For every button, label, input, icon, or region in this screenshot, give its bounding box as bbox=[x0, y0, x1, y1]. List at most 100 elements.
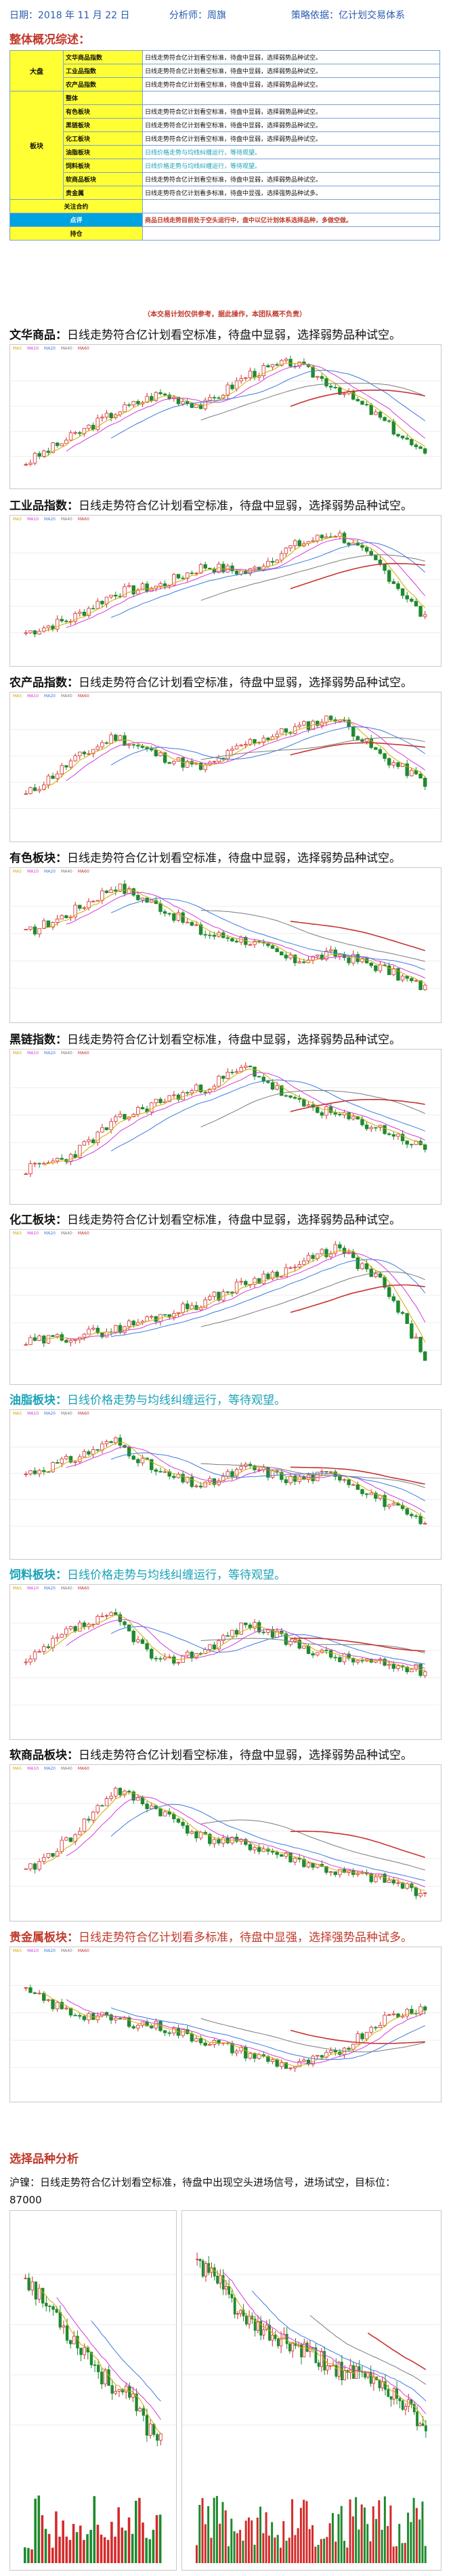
ma60-line bbox=[290, 2029, 425, 2044]
candle-body bbox=[234, 570, 239, 575]
candle-body bbox=[62, 2325, 66, 2328]
candle-body bbox=[42, 785, 46, 790]
candle-body bbox=[360, 1489, 364, 1495]
candle-body bbox=[293, 1266, 297, 1268]
candle-body bbox=[46, 1853, 51, 1858]
candle-body bbox=[37, 631, 41, 635]
candle-body bbox=[33, 1651, 37, 1660]
volume-bar bbox=[335, 2541, 337, 2563]
ma10-line bbox=[66, 1446, 425, 1513]
candle-body bbox=[104, 890, 109, 893]
candle-body bbox=[82, 611, 87, 616]
candle-body bbox=[114, 890, 118, 892]
candle-body bbox=[176, 396, 181, 404]
volume-bar bbox=[75, 2532, 79, 2563]
ma5-line bbox=[39, 2287, 161, 2434]
candle-body bbox=[356, 1257, 360, 1269]
section-title-bold: 贵金属板块： bbox=[9, 1931, 79, 1945]
candle-body bbox=[181, 912, 185, 923]
volume-bar bbox=[207, 2506, 210, 2563]
candle-body bbox=[405, 763, 409, 776]
legend-ma20: MA20 bbox=[44, 1411, 56, 1416]
candle-body bbox=[68, 1154, 73, 1162]
volume-bar bbox=[55, 2511, 58, 2563]
candle-body bbox=[396, 762, 400, 767]
chart-legend: MA5 MA10 MA20 MA40 MA60 bbox=[13, 1051, 95, 1056]
candle-body bbox=[118, 884, 123, 892]
candle-body bbox=[391, 968, 396, 976]
candle-body bbox=[181, 577, 185, 579]
candle-body bbox=[257, 2321, 259, 2331]
section-chart: MA5 MA10 MA20 MA40 MA60 bbox=[9, 1409, 441, 1560]
volume-bar bbox=[201, 2498, 204, 2563]
volume-bar bbox=[308, 2529, 311, 2563]
volume-bar bbox=[103, 2537, 106, 2563]
candle-body bbox=[114, 1116, 118, 1122]
candle-body bbox=[216, 2276, 219, 2284]
candle-body bbox=[33, 1163, 37, 1165]
candle-body bbox=[198, 1485, 203, 1488]
volume-bar bbox=[131, 2533, 134, 2563]
volume-bar bbox=[351, 2516, 354, 2563]
candle-body bbox=[37, 1470, 41, 1474]
candle-body bbox=[288, 1852, 293, 1863]
candle-body bbox=[288, 358, 293, 367]
candle-body bbox=[418, 446, 423, 449]
candle-body bbox=[351, 1658, 356, 1663]
comment-label: 点评 bbox=[9, 213, 143, 227]
candle-body bbox=[275, 560, 279, 563]
candle-body bbox=[230, 384, 234, 390]
candle-body bbox=[234, 1071, 239, 1073]
candle-body bbox=[167, 1314, 171, 1318]
ma20-line bbox=[110, 726, 425, 766]
candle-body bbox=[230, 1291, 234, 1293]
candle-body bbox=[378, 1273, 383, 1278]
volume-bar bbox=[30, 2549, 33, 2563]
section-title-text: 日线走势符合亿计划看空标准，待盘中显弱，选择弱势品种试空。 bbox=[79, 1749, 412, 1762]
section-title: 贵金属板块：日线走势符合亿计划看多标准，待盘中显强，选择强势品种试多。 bbox=[9, 1928, 412, 1945]
candle-body bbox=[333, 1657, 337, 1659]
candle-body bbox=[95, 600, 100, 609]
candle-body bbox=[136, 745, 140, 747]
candle-body bbox=[311, 955, 315, 961]
candle-body bbox=[270, 1272, 275, 1279]
candle-body bbox=[65, 2325, 69, 2341]
candle-body bbox=[131, 1630, 135, 1642]
candle-body bbox=[387, 2014, 391, 2016]
volume-bar bbox=[239, 2529, 242, 2563]
ma10-line bbox=[66, 363, 426, 452]
candle-body bbox=[154, 900, 158, 905]
legend-ma60: MA60 bbox=[77, 694, 89, 699]
candle-body bbox=[410, 1144, 414, 1146]
ma10-line bbox=[66, 1252, 426, 1339]
candle-body bbox=[387, 1663, 391, 1666]
candle-body bbox=[100, 1333, 104, 1337]
legend-ma40: MA40 bbox=[60, 346, 72, 351]
legend-ma5: MA5 bbox=[13, 517, 22, 522]
candle-body bbox=[423, 2006, 427, 2011]
candle-body bbox=[230, 2293, 234, 2299]
candle-body bbox=[351, 1484, 356, 1486]
candle-body bbox=[234, 1281, 239, 1293]
candle-body bbox=[46, 775, 51, 785]
candle-body bbox=[372, 2376, 375, 2384]
focus-value bbox=[142, 199, 440, 213]
candle-body bbox=[33, 926, 37, 935]
legend-ma40: MA40 bbox=[60, 1949, 72, 1953]
candle-body bbox=[45, 2302, 48, 2307]
candle-body bbox=[185, 1304, 190, 1310]
section-title-bold: 有色板块： bbox=[9, 852, 67, 865]
candle-body bbox=[297, 1098, 301, 1100]
ma40-line bbox=[200, 383, 425, 421]
candle-body bbox=[109, 1441, 113, 1443]
candle-body bbox=[414, 1887, 418, 1896]
candle-body bbox=[391, 421, 396, 435]
volume-bar bbox=[279, 2548, 282, 2563]
candle-body bbox=[190, 1090, 194, 1094]
volume-bar bbox=[135, 2500, 137, 2563]
candle-body bbox=[302, 961, 306, 963]
candle-body bbox=[284, 547, 288, 554]
candle-body bbox=[316, 535, 320, 541]
candle-body bbox=[351, 1116, 356, 1119]
chart-legend: MA5 MA10 MA20 MA40 MA60 bbox=[13, 1586, 95, 1591]
